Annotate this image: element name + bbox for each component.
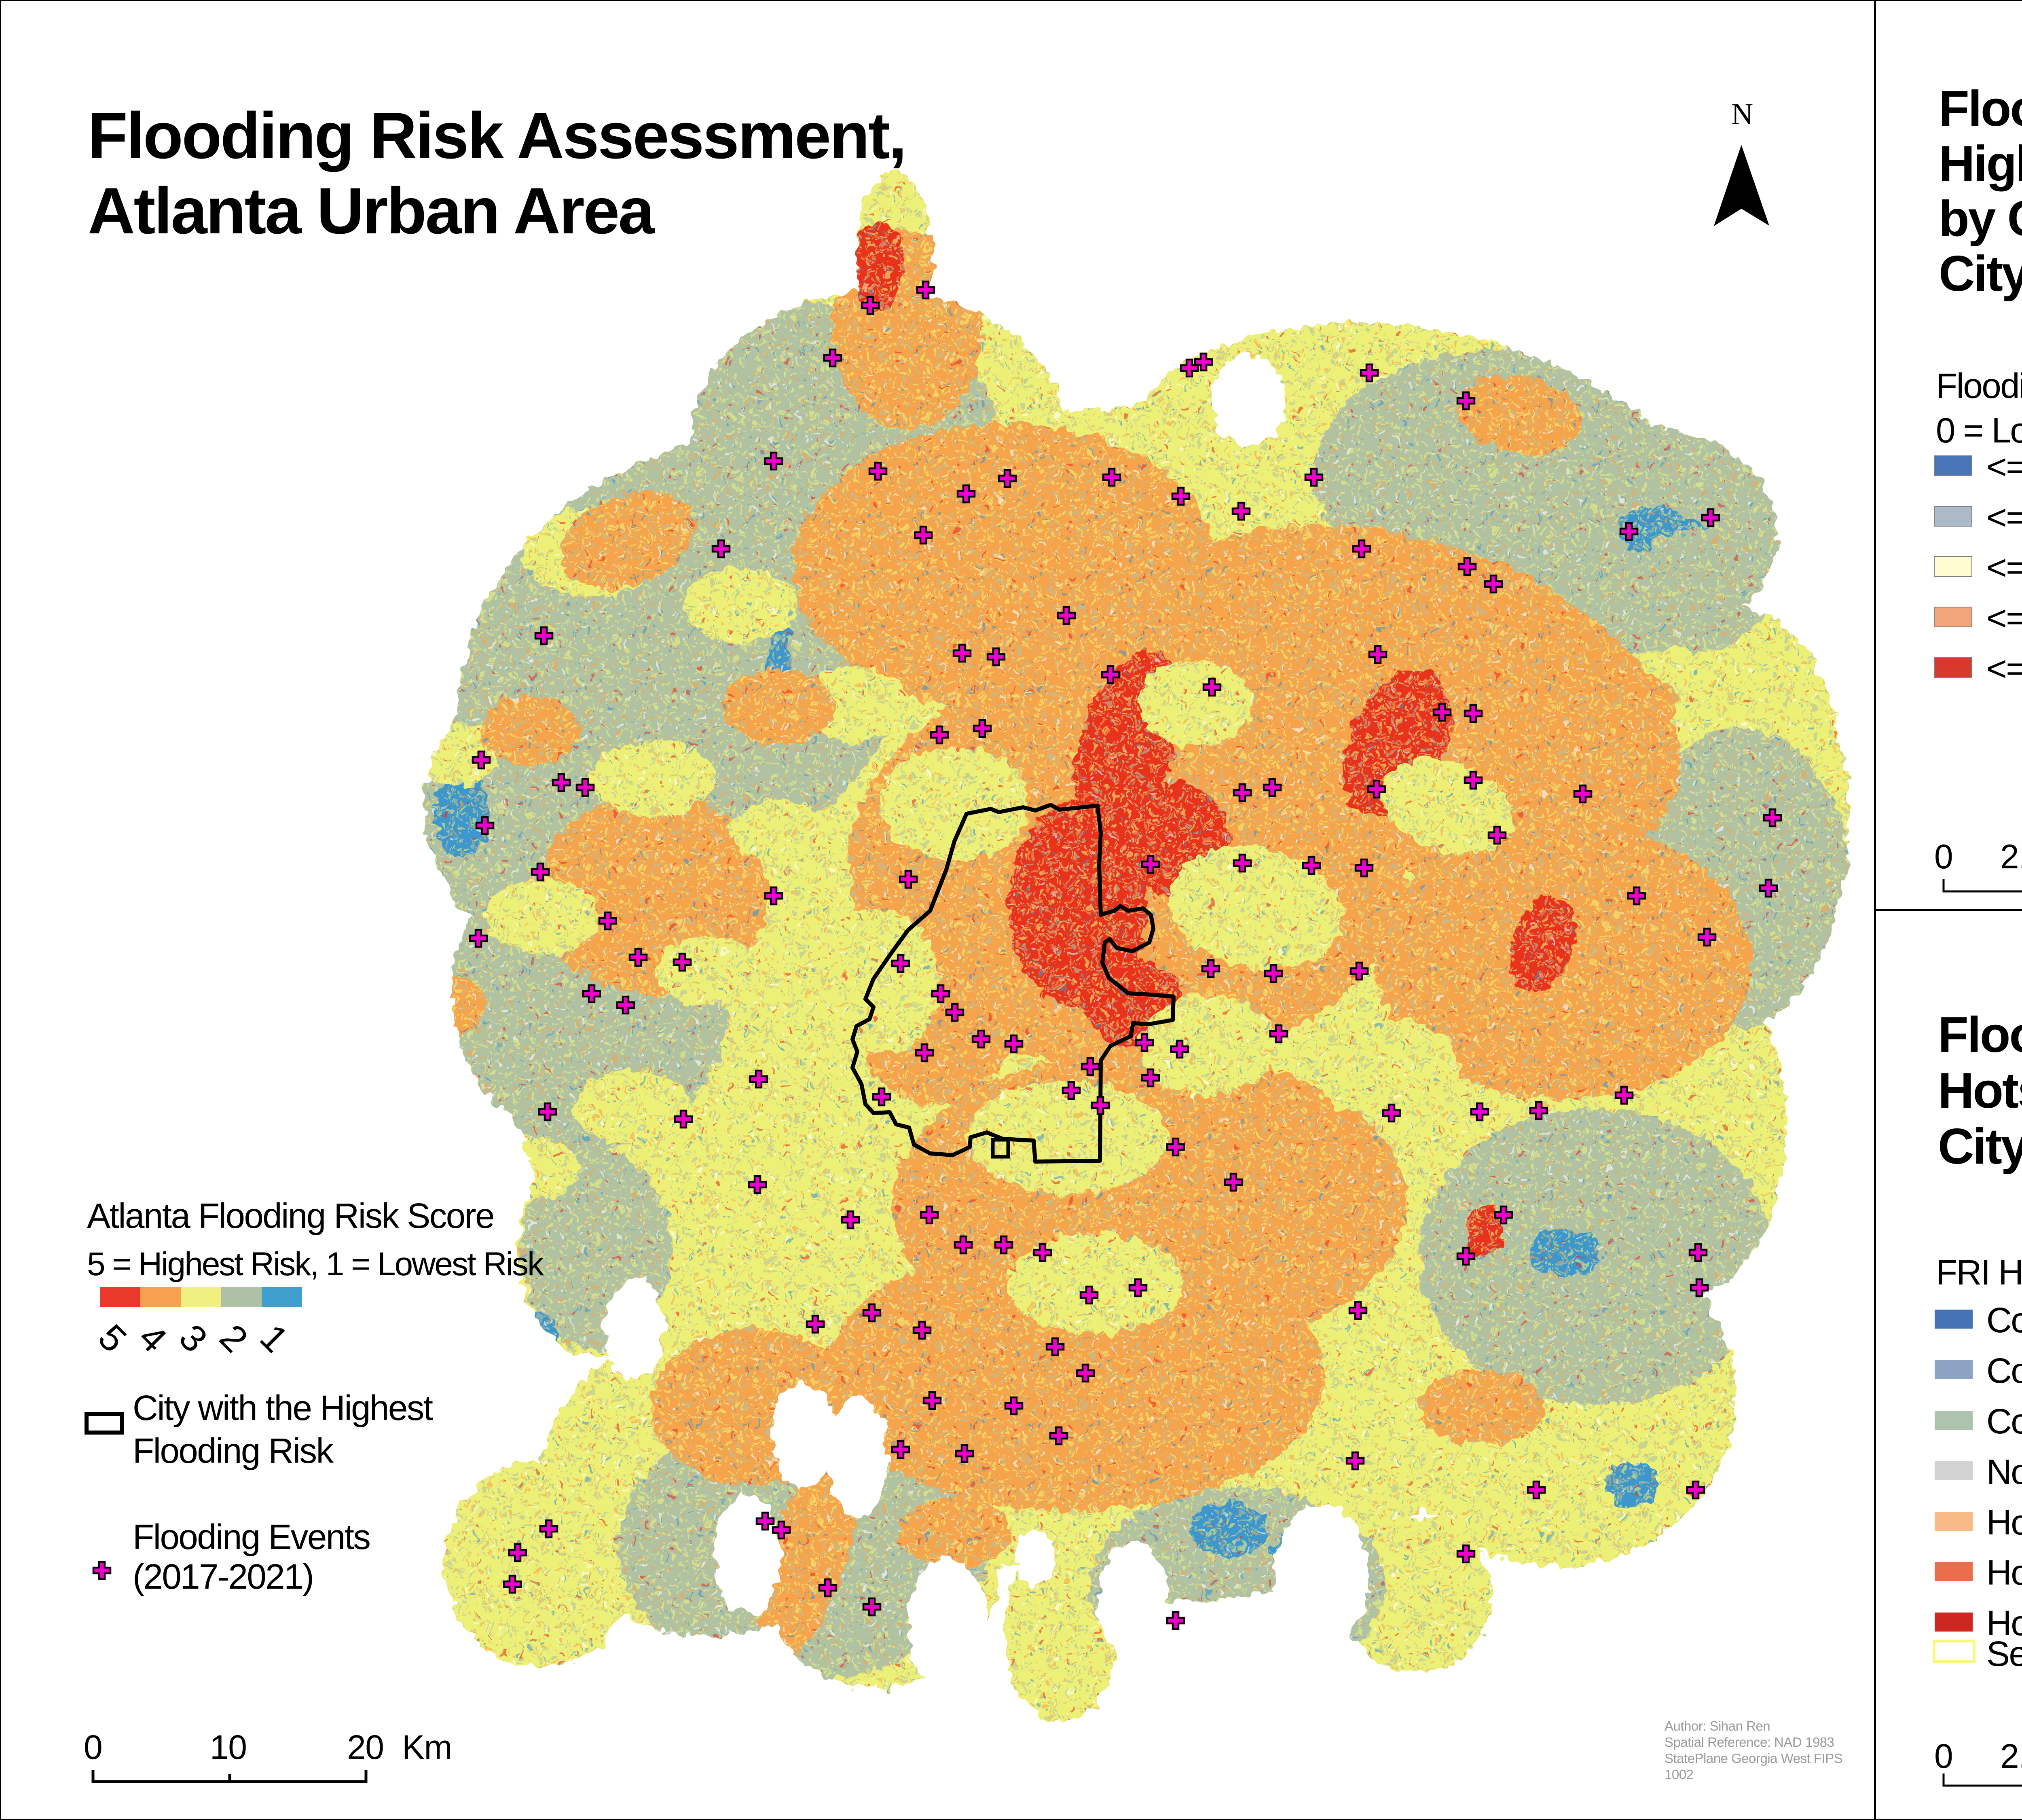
svg-text:5: 5: [91, 1316, 134, 1360]
svg-text:4: 4: [131, 1316, 175, 1360]
svg-text:3: 3: [171, 1316, 215, 1360]
svg-text:2: 2: [212, 1316, 256, 1360]
svg-text:1: 1: [252, 1316, 296, 1360]
